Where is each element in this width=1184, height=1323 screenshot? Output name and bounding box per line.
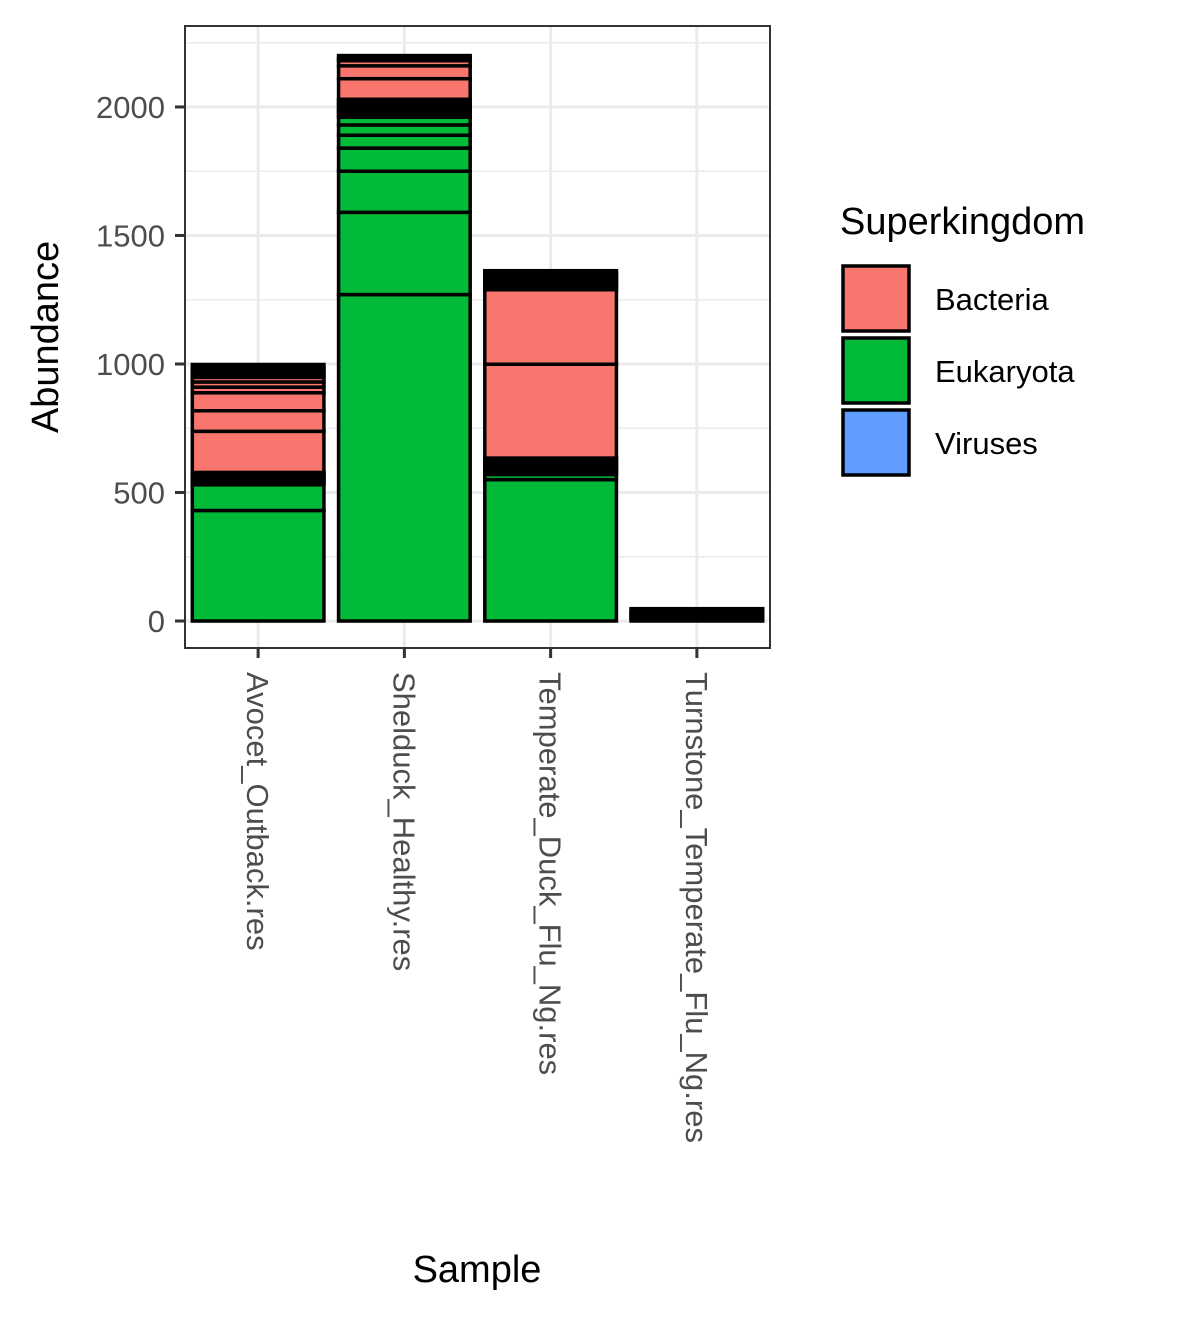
bar-segment-bacteria (190, 409, 326, 434)
legend-label: Viruses (935, 426, 1038, 461)
bar-segment-eukaryota (336, 169, 472, 215)
legend-label: Eukaryota (935, 354, 1075, 389)
bar-segment-bacteria (336, 53, 472, 60)
y-tick-label: 2000 (96, 90, 165, 125)
legend-key-eukaryota (841, 336, 911, 405)
bar-segment-eukaryota (336, 210, 472, 297)
bar-segment-viruses (629, 606, 765, 613)
bar-stack (190, 362, 326, 623)
x-tick-label: Avocet_Outback.res (240, 672, 275, 951)
x-tick-label: Turnstone_Temperate_Flu_Ng.res (679, 672, 714, 1143)
bar-segment-bacteria (336, 64, 472, 81)
bar-segment-eukaryota (190, 508, 326, 623)
bar-segment-bacteria (190, 362, 326, 369)
bar-segment-bacteria (190, 429, 326, 475)
legend-key-viruses (841, 408, 911, 477)
legend-key-bacteria (841, 264, 911, 333)
y-tick-label: 500 (113, 476, 165, 511)
bar-segment-eukaryota (336, 133, 472, 150)
bar-segment-eukaryota (336, 292, 472, 623)
x-axis-title: Sample (413, 1249, 542, 1291)
y-tick-label: 1500 (96, 218, 165, 253)
bar-segment-bacteria (483, 287, 619, 366)
panel-border (184, 25, 771, 649)
y-axis: 0 500 1000 1500 2000 (96, 90, 185, 639)
y-tick-label: 1000 (96, 347, 165, 382)
bar-stack (336, 53, 472, 623)
bar-stack (629, 606, 765, 623)
bar-segment-bacteria (190, 391, 326, 413)
bar-segment-eukaryota (483, 477, 619, 623)
bar-segment-bacteria (483, 362, 619, 460)
bar-segment-bacteria (483, 268, 619, 275)
bar-segment-bacteria (336, 76, 472, 102)
x-axis: Avocet_Outback.res Shelduck_Healthy.res Te… (240, 648, 714, 1143)
bars (190, 53, 765, 623)
bar-segment-eukaryota (336, 146, 472, 173)
bar-segment-eukaryota (190, 483, 326, 513)
legend-label: Bacteria (935, 282, 1049, 317)
legend: Superkingdom Bacteria Eukaryota Viruses (840, 201, 1085, 477)
bar-stack (483, 268, 619, 623)
legend-title: Superkingdom (840, 201, 1085, 243)
x-tick-label: Shelduck_Healthy.res (386, 672, 421, 971)
x-tick-label: Temperate_Duck_Flu_Ng.res (533, 672, 568, 1075)
y-axis-title: Abundance (25, 241, 67, 433)
y-tick-label: 0 (148, 604, 165, 639)
